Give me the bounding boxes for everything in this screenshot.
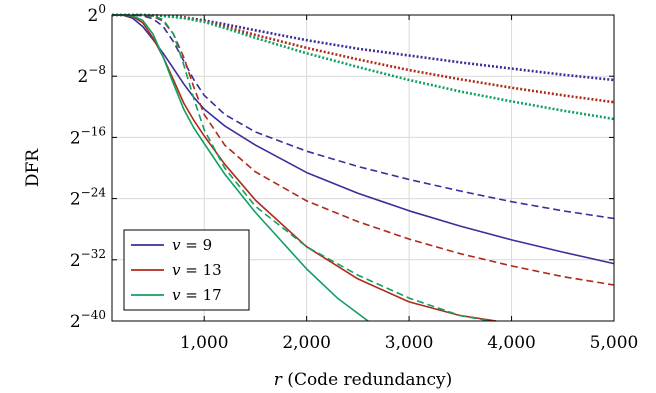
series-line-6-dotted — [112, 13, 615, 104]
x-ticks: 1,000 2,000 3,000 4,000 5,000 — [180, 15, 638, 353]
series-layer — [112, 13, 615, 322]
legend-label: v = 13 — [172, 261, 222, 279]
legend-label: v = 17 — [172, 286, 222, 304]
y-tick-label: 2−8 — [77, 63, 106, 87]
x-tick-label: 3,000 — [385, 333, 434, 353]
series-line-2-dashed — [112, 14, 615, 220]
x-tick-label: 5,000 — [590, 333, 639, 353]
y-axis-label: DFR — [23, 148, 43, 187]
plot-frame — [111, 14, 615, 322]
series-line-4-solid — [112, 14, 497, 322]
y-tick-label: 20 — [88, 2, 106, 26]
x-axis-label: r (Code redundancy) — [274, 370, 452, 390]
y-tick-label: 2−32 — [70, 247, 106, 271]
series-line-5-dashed — [112, 14, 615, 286]
y-tick-label: 2−40 — [70, 308, 106, 332]
y-tick-label: 2−16 — [70, 124, 106, 148]
legend: v = 9 v = 13 v = 17 — [123, 229, 250, 311]
x-tick-label: 2,000 — [282, 333, 331, 353]
series-line-3-dotted — [112, 13, 615, 82]
x-tick-label: 1,000 — [180, 333, 229, 353]
y-ticks: 20 2−8 2−16 2−24 2−32 2−40 — [70, 2, 614, 332]
legend-label: v = 9 — [172, 236, 212, 254]
series-line-7-solid — [112, 14, 369, 322]
series-line-8-dashed — [112, 14, 492, 322]
y-tick-label: 2−24 — [70, 186, 107, 210]
series-line-9-dotted — [112, 13, 615, 121]
series-line-1-solid — [112, 14, 615, 265]
x-tick-label: 4,000 — [487, 333, 536, 353]
